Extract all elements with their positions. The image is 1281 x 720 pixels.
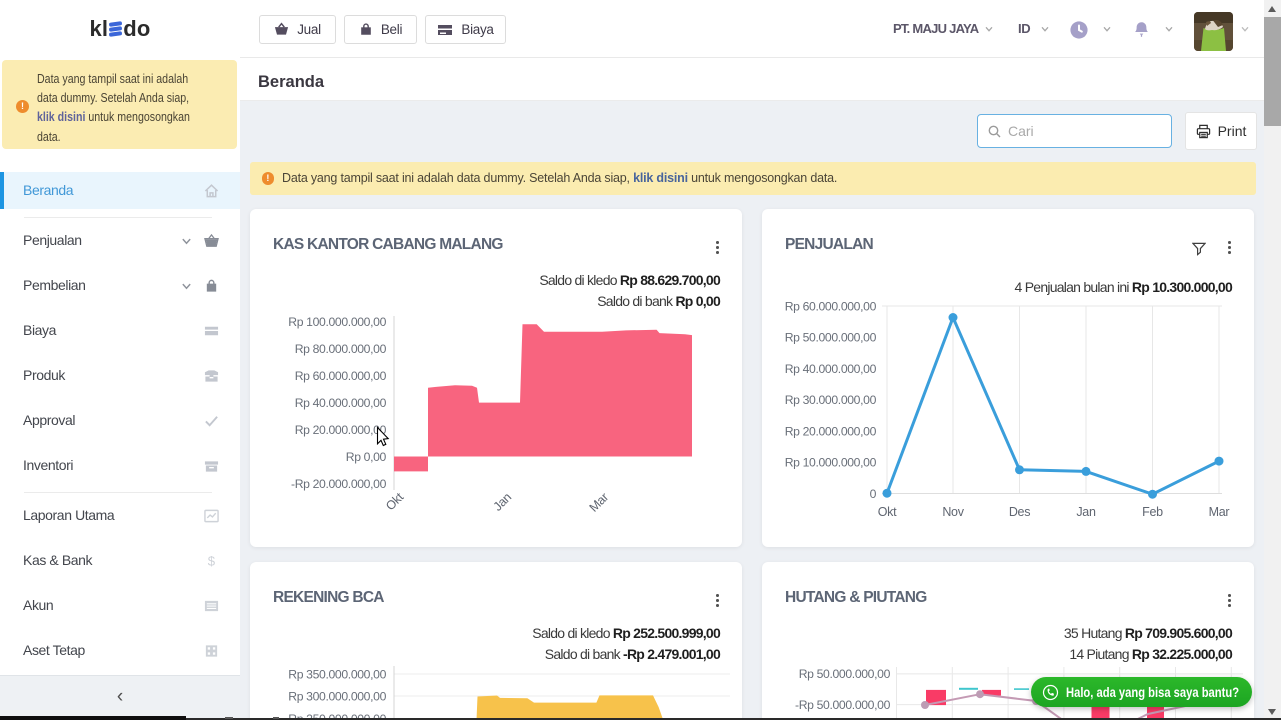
svg-text:Feb: Feb [1142, 505, 1163, 519]
svg-text:Rp 50.000.000,00: Rp 50.000.000,00 [785, 331, 877, 345]
svg-text:Okt: Okt [878, 505, 897, 519]
svg-text:0: 0 [870, 487, 877, 501]
svg-text:Rp 0,00: Rp 0,00 [346, 450, 387, 464]
svg-text:-Rp 50.000.000,00: -Rp 50.000.000,00 [795, 698, 891, 712]
svg-text:Des: Des [1009, 505, 1030, 519]
svg-text:$: $ [208, 553, 216, 568]
svg-text:Rp 30.000.000,00: Rp 30.000.000,00 [785, 393, 877, 407]
svg-text:Mar: Mar [587, 490, 612, 515]
svg-text:Rp 20.000.000,00: Rp 20.000.000,00 [785, 425, 877, 439]
svg-text:Rp 80.000.000,00: Rp 80.000.000,00 [295, 342, 387, 356]
svg-text:Rp 40.000.000,00: Rp 40.000.000,00 [295, 396, 387, 410]
svg-text:Rp 60.000.000,00: Rp 60.000.000,00 [785, 300, 877, 314]
svg-text:Okt: Okt [383, 490, 407, 514]
svg-text:Rp 20.000.000,00: Rp 20.000.000,00 [295, 423, 387, 437]
svg-text:Mar: Mar [1209, 505, 1230, 519]
svg-text:Jan: Jan [491, 490, 515, 514]
svg-text:Nov: Nov [942, 505, 964, 519]
svg-text:Rp 350.000.000,00: Rp 350.000.000,00 [288, 668, 386, 682]
svg-text:Jan: Jan [1076, 505, 1096, 519]
svg-text:Rp 10.000.000,00: Rp 10.000.000,00 [785, 456, 877, 470]
svg-text:Rp 100.000.000,00: Rp 100.000.000,00 [288, 315, 386, 329]
svg-text:-Rp 20.000.000,00: -Rp 20.000.000,00 [291, 477, 387, 491]
svg-text:Rp 60.000.000,00: Rp 60.000.000,00 [295, 369, 387, 383]
svg-text:Rp 250.000.000,00: Rp 250.000.000,00 [288, 712, 386, 720]
svg-text:Rp 40.000.000,00: Rp 40.000.000,00 [785, 362, 877, 376]
svg-text:Rp 50.000.000,00: Rp 50.000.000,00 [799, 667, 891, 681]
svg-text:Rp 300.000.000,00: Rp 300.000.000,00 [288, 690, 386, 704]
